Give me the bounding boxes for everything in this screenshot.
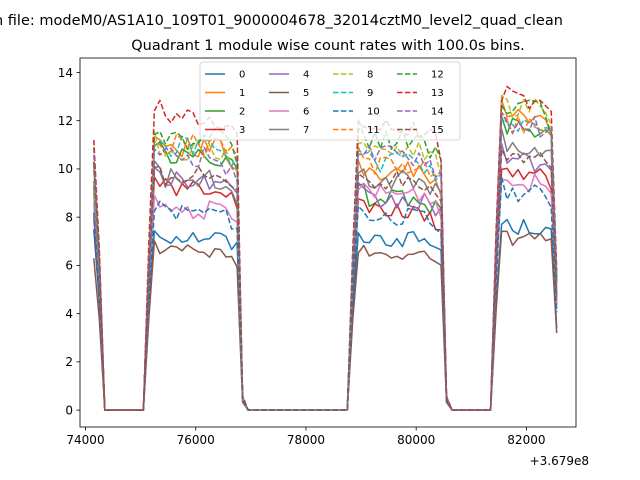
- legend-label: 0: [239, 70, 245, 81]
- legend-item-6: 6: [269, 107, 309, 118]
- legend-box: [199, 61, 461, 141]
- legend-label: 3: [239, 125, 245, 136]
- legend-label: 10: [367, 107, 380, 118]
- legend-item-3: 3: [205, 125, 245, 136]
- legend-label: 14: [431, 107, 444, 118]
- legend-item-14: 14: [397, 107, 444, 118]
- legend-label: 1: [239, 88, 245, 99]
- figure-suptitle: n file: modeM0/AS1A10_109T01_9000004678_…: [0, 13, 563, 29]
- legend-item-15: 15: [397, 125, 444, 136]
- legend-item-7: 7: [269, 125, 309, 136]
- legend-label: 2: [239, 107, 245, 118]
- y-tick-label: 14: [58, 66, 73, 80]
- legend-label: 15: [431, 125, 444, 136]
- legend-item-9: 9: [333, 88, 373, 99]
- x-tick-label: 80000: [397, 433, 435, 447]
- series-lines: [93, 85, 558, 411]
- x-tick-label: 82000: [507, 433, 545, 447]
- legend-item-12: 12: [397, 70, 444, 81]
- y-tick-label: 2: [65, 355, 73, 369]
- legend-item-5: 5: [269, 88, 309, 99]
- legend-label: 9: [367, 88, 373, 99]
- y-tick-label: 12: [58, 114, 73, 128]
- legend-item-13: 13: [397, 88, 444, 99]
- y-tick-label: 4: [65, 307, 73, 321]
- legend-label: 7: [303, 125, 309, 136]
- legend-item-4: 4: [269, 70, 309, 81]
- y-tick-label: 10: [58, 162, 73, 176]
- x-tick-label: 74000: [66, 433, 104, 447]
- legend-label: 6: [303, 107, 309, 118]
- legend-label: 12: [431, 70, 444, 81]
- legend-item-2: 2: [205, 107, 245, 118]
- legend-label: 4: [303, 70, 309, 81]
- chart-title: Quadrant 1 module wise count rates with …: [131, 38, 525, 54]
- axes-frame: [79, 57, 577, 428]
- legend-item-11: 11: [333, 125, 380, 136]
- legend-item-0: 0: [205, 70, 245, 81]
- y-tick-label: 6: [65, 259, 73, 273]
- legend-label: 11: [367, 125, 380, 136]
- x-offset-label: +3.679e8: [530, 454, 589, 468]
- legend-label: 13: [431, 88, 444, 99]
- legend-item-10: 10: [333, 107, 380, 118]
- legend-label: 8: [367, 70, 373, 81]
- legend-item-1: 1: [205, 88, 245, 99]
- y-tick-label: 0: [65, 403, 73, 417]
- y-tick-label: 8: [65, 210, 73, 224]
- legend-item-8: 8: [333, 70, 373, 81]
- x-tick-label: 78000: [287, 433, 325, 447]
- series-line-15: [93, 148, 558, 411]
- legend-label: 5: [303, 88, 309, 99]
- x-tick-label: 76000: [177, 433, 215, 447]
